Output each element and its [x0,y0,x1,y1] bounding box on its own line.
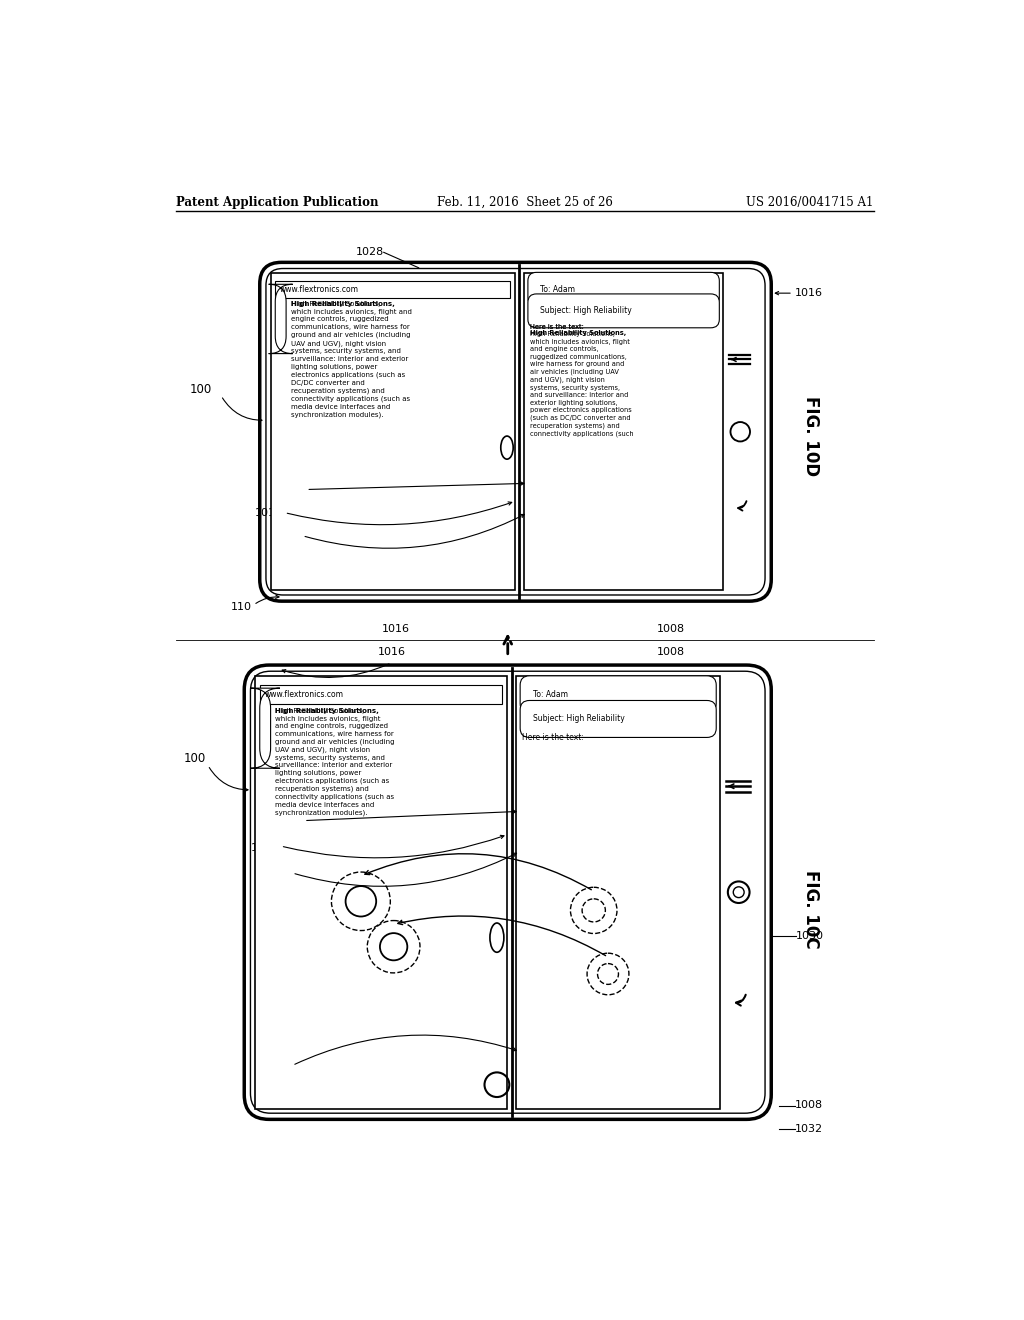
Text: 100: 100 [183,752,206,766]
Text: 1032: 1032 [795,1123,822,1134]
Text: 1008: 1008 [656,647,685,657]
Bar [516,676,720,1109]
FancyBboxPatch shape [520,701,716,738]
Text: 1016: 1016 [378,647,406,657]
Text: High Reliability Solutions,: High Reliability Solutions, [275,708,379,714]
Text: Here is the text:: Here is the text: [530,323,584,330]
FancyBboxPatch shape [520,676,716,713]
Text: FIG. 10C: FIG. 10C [802,870,820,949]
Text: Here is the text:
High Reliability Solutions,
which includes avionics, flight
an: Here is the text: High Reliability Solut… [530,323,634,437]
FancyBboxPatch shape [245,665,771,1119]
Text: 1016: 1016 [795,288,822,298]
Bar [260,685,503,704]
Text: 110: 110 [269,1063,291,1072]
Text: 1004: 1004 [270,531,299,541]
Text: High Reliability Solutions,: High Reliability Solutions, [291,301,394,306]
Text: High Reliability Solutions,
which includes avionics, flight and
engine controls,: High Reliability Solutions, which includ… [291,301,412,418]
FancyBboxPatch shape [260,263,771,601]
Bar [270,273,515,590]
Text: 1012: 1012 [255,508,283,517]
Text: To: Adam: To: Adam [540,285,574,294]
Text: 100: 100 [189,383,212,396]
Bar [255,676,507,1109]
Text: Feb. 11, 2016  Sheet 25 of 26: Feb. 11, 2016 Sheet 25 of 26 [437,195,612,209]
FancyBboxPatch shape [528,294,719,327]
Text: Subject: High Reliability: Subject: High Reliability [540,306,631,315]
Text: 1008: 1008 [795,1101,822,1110]
Text: 1030: 1030 [796,931,824,941]
Text: 1016: 1016 [381,624,410,635]
Text: High Reliability Solutions,: High Reliability Solutions, [530,330,627,337]
Text: 1012: 1012 [251,842,280,853]
Text: 1028: 1028 [355,247,384,257]
Text: Patent Application Publication: Patent Application Publication [176,195,379,209]
Text: 1008: 1008 [656,624,685,635]
Text: 1004: 1004 [262,870,291,879]
Text: To: Adam: To: Adam [534,690,568,698]
Text: www.flextronics.com: www.flextronics.com [264,690,343,698]
FancyBboxPatch shape [268,284,293,354]
Text: Here is the text:: Here is the text: [522,733,585,742]
Bar [524,273,723,590]
Text: US 2016/0041715 A1: US 2016/0041715 A1 [746,195,873,209]
Text: FIG. 10D: FIG. 10D [802,396,820,475]
Text: Subject: High Reliability: Subject: High Reliability [534,714,625,723]
Text: 114: 114 [282,816,302,825]
Text: 110: 110 [231,602,252,611]
FancyBboxPatch shape [528,272,719,306]
Text: High Reliability Solutions,
which includes avionics, flight
and engine controls,: High Reliability Solutions, which includ… [275,708,394,816]
Text: www.flextronics.com: www.flextronics.com [280,285,358,294]
FancyBboxPatch shape [251,688,280,768]
Bar [275,281,510,298]
Text: 114: 114 [284,484,305,495]
